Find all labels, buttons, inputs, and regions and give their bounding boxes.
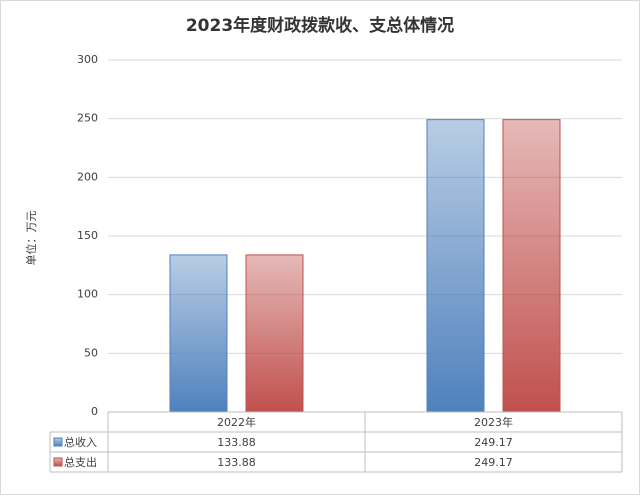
bar — [169, 254, 228, 413]
x-tick-label: 2022年 — [217, 415, 256, 429]
table-value: 133.88 — [217, 456, 256, 469]
legend-label: 总收入 — [64, 435, 97, 449]
y-tick-label: 250 — [77, 112, 98, 125]
bar — [245, 254, 304, 413]
y-axis-label: 单位：万元 — [24, 211, 38, 266]
bar — [426, 119, 485, 413]
bar — [502, 119, 561, 413]
table-value: 249.17 — [474, 436, 513, 449]
y-tick-label: 100 — [77, 288, 98, 301]
y-tick-label: 50 — [84, 346, 98, 359]
x-tick-label: 2023年 — [474, 415, 513, 429]
y-tick-label: 150 — [77, 229, 98, 242]
legend-key — [53, 457, 63, 467]
legend-key — [53, 437, 63, 447]
table-value: 249.17 — [474, 456, 513, 469]
legend-label: 总支出 — [64, 455, 97, 469]
chart-title: 2023年度财政拨款收、支总体情况 — [186, 15, 454, 36]
y-tick-label: 200 — [77, 170, 98, 183]
y-tick-label: 0 — [91, 405, 98, 418]
y-tick-label: 300 — [77, 53, 98, 66]
table-value: 133.88 — [217, 436, 256, 449]
